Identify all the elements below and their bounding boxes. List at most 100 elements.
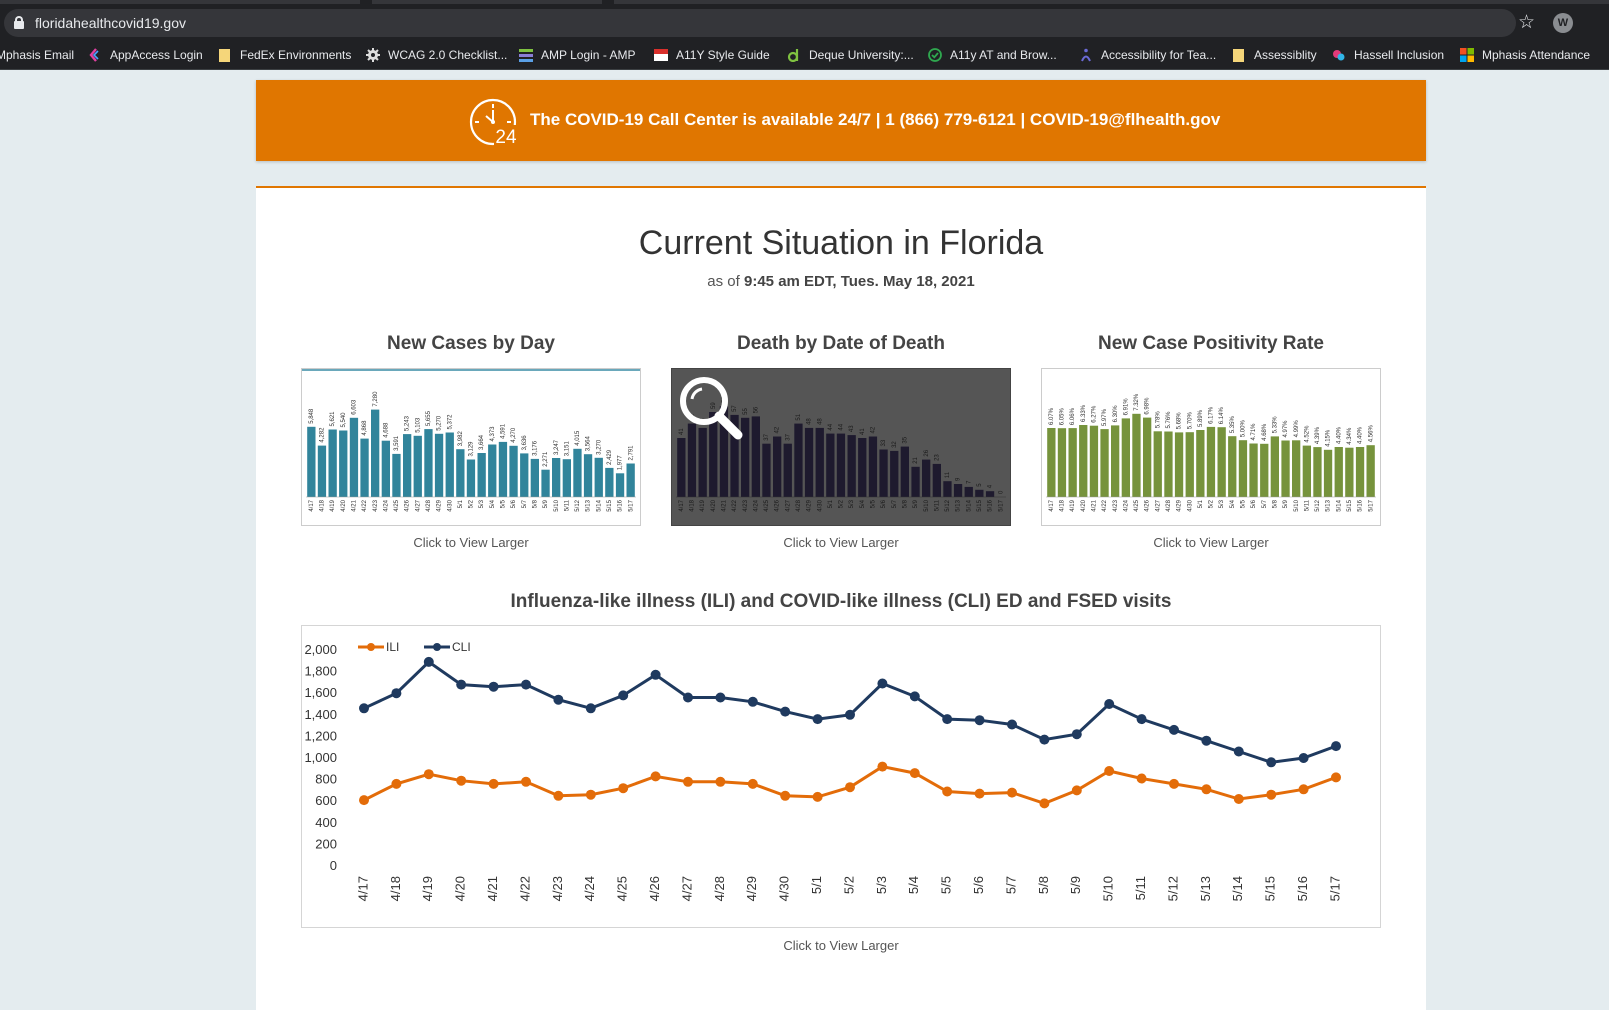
x-tick-label: 5/13 <box>586 499 592 511</box>
y-tick-label: 0 <box>330 858 337 873</box>
ili-cli-chart[interactable]: 0 200 400 600 800 1,000 1,200 1,400 1,600 1,800 2,… <box>301 625 1381 928</box>
lock-icon[interactable] <box>14 16 24 29</box>
bar <box>349 417 359 497</box>
bar <box>1292 440 1301 497</box>
bookmark-appaccess-login[interactable]: AppAccess Login <box>88 46 203 64</box>
bar <box>709 412 718 497</box>
x-tick-label: 5/2 <box>469 499 475 508</box>
positivity-caption[interactable]: Click to View Larger <box>1153 535 1269 550</box>
bar <box>1345 447 1354 497</box>
data-point <box>1266 757 1277 768</box>
ili-cli-caption[interactable]: Click to View Larger <box>783 938 899 953</box>
bar-value-label: 5.76% <box>1166 411 1172 429</box>
bar-value-label: 57 <box>732 405 738 412</box>
bar <box>1249 443 1258 497</box>
bar-value-label: 5,243 <box>405 415 411 431</box>
bar <box>615 473 625 497</box>
magnifier-zoom-icon[interactable] <box>672 369 752 449</box>
new-cases-chart[interactable]: 5,848 4/17 4,282 4/18 5,621 4/19 5,540 4/20 6,60… <box>301 368 641 526</box>
data-point <box>715 776 726 787</box>
bar-value-label: 48 <box>817 418 823 425</box>
x-tick-label: 5/1 <box>458 499 464 508</box>
bar <box>1100 429 1109 497</box>
bar-value-label: 5.35% <box>1230 416 1236 434</box>
bar-value-label: 5.78% <box>1155 411 1161 429</box>
data-point <box>488 778 499 789</box>
bar-value-label: 5,621 <box>330 411 336 427</box>
data-point <box>909 691 920 702</box>
tab-edge[interactable] <box>614 0 1609 4</box>
bookmark-fedex-environments[interactable]: FedEx Environments <box>218 46 351 64</box>
bookmark-mphasis-attendance[interactable]: Mphasis Attendance <box>1460 46 1590 64</box>
url-text[interactable]: floridahealthcovid19.gov <box>35 15 186 31</box>
bookmark-a11y-at-browsers[interactable]: A11y AT and Brow... <box>928 46 1057 64</box>
bar-value-label: 37 <box>764 433 770 440</box>
deaths-chart[interactable]: 41 4/17 51 4/18 48 4/19 59 4/20 63 4/21 57 4/22 55 4/… <box>671 368 1011 526</box>
x-tick-label: 4/28 <box>1166 499 1172 511</box>
data-point <box>877 761 888 772</box>
legend-label: CLI <box>452 640 471 654</box>
x-tick-label: 5/4 <box>860 499 866 508</box>
x-tick-label: 5/8 <box>532 499 538 508</box>
new-cases-title: New Cases by Day <box>387 333 555 354</box>
data-point <box>1331 741 1341 752</box>
bookmark-accessibility-for-teams[interactable]: Accessibility for Tea... <box>1079 46 1216 64</box>
bookmark-amp-login[interactable]: AMP Login - AMP <box>519 46 636 64</box>
data-point <box>1136 773 1147 784</box>
x-tick-label: 5/17 <box>1327 876 1342 901</box>
tab-edge[interactable] <box>372 0 602 4</box>
bar <box>1153 431 1162 497</box>
data-point <box>1007 719 1017 730</box>
bar <box>1121 418 1130 497</box>
bar-value-label: 3,176 <box>532 440 538 456</box>
deaths-caption[interactable]: Click to View Larger <box>783 535 899 550</box>
bookmark-a11y-style-guide[interactable]: A11Y Style Guide <box>654 46 770 64</box>
page-subtitle: as of 9:45 am EDT, Tues. May 18, 2021 <box>256 273 1426 290</box>
bar <box>339 430 348 497</box>
bar-value-label: 42 <box>870 426 876 433</box>
url-field[interactable]: floridahealthcovid19.gov ☆ <box>4 9 1535 37</box>
new-cases-caption[interactable]: Click to View Larger <box>413 535 529 550</box>
bookmark-mphasis-email[interactable]: Mphasis Email <box>0 46 74 64</box>
bar-value-label: 4.15% <box>1326 429 1332 447</box>
x-tick-label: 5/7 <box>1003 876 1018 894</box>
x-tick-label: 5/5 <box>500 499 506 508</box>
bar-value-label: 6.91% <box>1123 398 1129 416</box>
x-tick-label: 5/6 <box>1251 499 1257 508</box>
x-tick-label: 5/15 <box>607 499 613 511</box>
data-point <box>456 775 467 786</box>
x-tick-label: 5/12 <box>575 499 581 511</box>
bar <box>698 427 707 497</box>
data-point <box>1169 724 1179 735</box>
x-tick-label: 5/1 <box>828 499 834 508</box>
bar <box>953 484 963 497</box>
data-point <box>1298 753 1309 763</box>
x-tick-label: 4/23 <box>743 499 749 511</box>
data-point <box>1233 746 1244 757</box>
bar <box>1228 436 1237 497</box>
bar <box>751 416 760 497</box>
profile-avatar-icon[interactable]: W <box>1553 13 1573 33</box>
positivity-chart[interactable]: 6.07% 4/17 6.05% 4/18 6.06% 4/19 6.33% 4/20 6.27… <box>1041 368 1381 526</box>
bar <box>890 450 899 497</box>
data-point <box>845 709 855 720</box>
x-tick-label: 5/5 <box>939 876 954 894</box>
active-tab-edge[interactable] <box>0 0 360 4</box>
bookmark-assessiblity[interactable]: Assessiblity <box>1232 46 1317 64</box>
x-tick-label: 5/2 <box>839 499 845 508</box>
data-point <box>1007 787 1017 798</box>
bookmark-wcag-checklist[interactable]: WCAG 2.0 Checklist... <box>366 46 507 64</box>
check-circle-icon <box>928 48 942 62</box>
bar <box>445 432 454 497</box>
bar <box>858 438 867 497</box>
x-tick-label: 4/28 <box>712 876 727 901</box>
bookmark-deque-university[interactable]: Deque University:... <box>787 46 914 64</box>
x-tick-label: 5/14 <box>1336 499 1342 511</box>
data-point <box>650 771 661 782</box>
bookmark-hassell-inclusion[interactable]: Hassell Inclusion <box>1332 46 1444 64</box>
data-point <box>683 692 693 703</box>
bookmark-star-icon[interactable]: ☆ <box>1518 12 1536 33</box>
data-point <box>1071 729 1082 740</box>
data-point <box>391 778 402 789</box>
bar-value-label: 5,103 <box>415 417 421 433</box>
